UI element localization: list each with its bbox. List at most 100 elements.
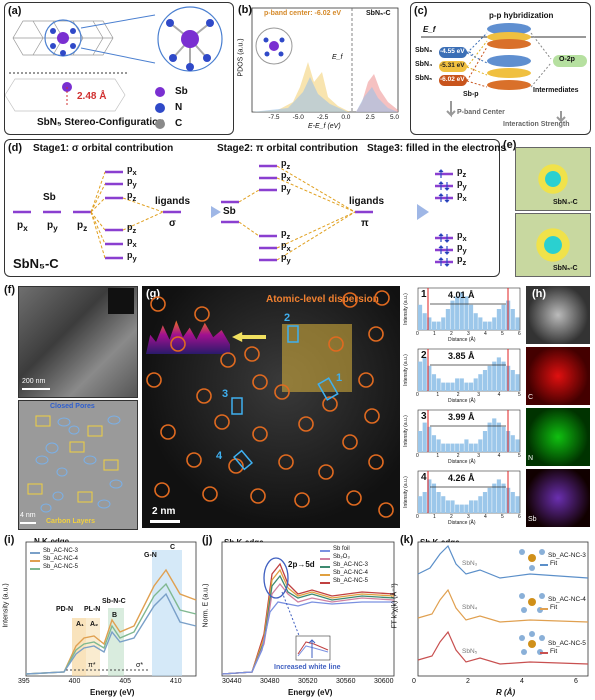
d-orbital-sub: z xyxy=(132,193,137,203)
d-orbital-p: p xyxy=(281,170,287,180)
atom-marker-circle xyxy=(146,372,162,388)
profile-xtick: 0 xyxy=(416,453,419,459)
profile-box xyxy=(317,377,339,401)
d-orbital-p: p xyxy=(281,252,287,262)
profile-bar xyxy=(450,443,455,452)
profile-xtick: 3 xyxy=(467,514,470,520)
sb-kedge-xtick: 30600 xyxy=(374,678,394,685)
eds-map-c-label: C xyxy=(528,394,534,401)
atom-marker-circle xyxy=(160,424,176,440)
eds-map-n-label: N xyxy=(528,455,534,462)
atom-marker-circle xyxy=(298,416,314,432)
profile-bar xyxy=(436,321,441,330)
profile-xtick: 6 xyxy=(518,514,521,520)
legend-n xyxy=(155,103,165,113)
ft-exafs-xtick: 0 xyxy=(412,678,416,685)
haadf-stem-image xyxy=(142,286,400,528)
mo-diagram xyxy=(13,164,453,267)
profile-bar xyxy=(464,296,469,330)
profile-xlabel: Distance (Å) xyxy=(448,337,476,343)
level-sbn4-value: -5.31 eV xyxy=(440,62,465,69)
profile-bar xyxy=(515,439,520,452)
sbn5-structure-illustration xyxy=(5,6,223,112)
atom-marker-circle xyxy=(318,464,334,480)
sbp-label: Sb-p xyxy=(463,91,479,98)
d-pz-p: p xyxy=(77,220,84,231)
sb-kedge-legend-swatch xyxy=(320,582,330,584)
eds-map-n xyxy=(526,408,590,466)
panel-h: (h) C N Sb xyxy=(526,284,591,530)
sb-kedge-legend-swatch xyxy=(320,550,330,552)
profile-bar xyxy=(464,382,469,391)
profile-bar xyxy=(445,309,450,330)
profile-bar xyxy=(482,321,488,330)
atom-marker-circle xyxy=(378,502,394,518)
atom-marker-circle xyxy=(278,454,294,470)
bond-length-label: 2.48 Å xyxy=(77,91,107,102)
atom-marker-circle xyxy=(220,352,236,368)
n-kedge-xtick: 410 xyxy=(170,678,182,685)
sigma-star-label: σ* xyxy=(136,662,144,669)
panel-i-label: (i) xyxy=(4,534,15,546)
d-orbital-label: pz xyxy=(127,190,136,203)
d-pz: pz xyxy=(77,220,87,233)
charge-density-sbn5 xyxy=(515,213,591,277)
scalebar-2nm xyxy=(150,520,180,523)
scalebar-200nm xyxy=(22,388,50,390)
profile-bar xyxy=(450,300,455,330)
level-sbn5-name: SbN₅ xyxy=(415,75,433,82)
d-ligands-sigma: ligands xyxy=(155,196,191,207)
profile-bar xyxy=(418,431,423,452)
atom-marker-circle xyxy=(368,454,384,470)
profile-bar xyxy=(431,483,437,513)
profile-bar xyxy=(482,370,488,391)
panel-f: (f) 200 nm Closed Pores Carbon Layers 4 … xyxy=(4,284,138,530)
band-diagram xyxy=(421,23,586,124)
pdos-ylabel: PDOS (a.u.) xyxy=(237,38,245,77)
d-orbital-sub: z xyxy=(286,231,291,241)
profile-distance: 4.01 Å xyxy=(448,290,475,300)
hrtem-markers xyxy=(27,415,123,513)
intensity-profiles: 1 4.01 Å 0 1 2 3 4 5 6 Distance (Å) Intensity (a.u… xyxy=(402,284,524,530)
atom-marker-circle xyxy=(368,326,384,342)
profile-bar xyxy=(455,378,460,391)
sb-kedge-legend-label: Sb_AC-NC-3 xyxy=(333,562,369,568)
profile-ylabel: Intensity (a.u.) xyxy=(402,293,409,325)
sb-kedge-xlabel: Energy (eV) xyxy=(288,688,333,697)
stereo-configuration-caption: SbN₅ Stereo-Configuration xyxy=(37,117,165,128)
level-sbn5-value: -6.02 eV xyxy=(440,76,465,83)
n-kedge-xlabel: Energy (eV) xyxy=(90,688,135,697)
panel-a: (a) 2.48 Å SbN₅ Stereo-Configuration xyxy=(4,2,234,135)
profile-bar xyxy=(515,317,520,330)
d-orbital-p: p xyxy=(281,158,287,168)
d-orbital-p: p xyxy=(127,190,133,200)
atom-marker-circle xyxy=(194,306,210,322)
pdn-label: PD-N xyxy=(56,606,74,613)
atom-marker-circle xyxy=(186,452,202,468)
profile-bar xyxy=(436,439,441,452)
pdos-xtick: -5.0 xyxy=(292,114,304,121)
panel-d-label: (d) xyxy=(8,142,23,154)
profile-bar xyxy=(510,492,515,513)
profile-ylabel: Intensity (a.u.) xyxy=(402,415,409,447)
eds-map-sb-label: Sb xyxy=(528,516,537,523)
panel-j-label: (j) xyxy=(202,534,213,546)
profile-xtick: 4 xyxy=(497,453,501,459)
atom-marker-circle xyxy=(150,296,166,312)
n-kedge-legend-swatch xyxy=(30,568,40,570)
panel-g: (g) Atomic-level dispersion 1 2 3 4 2 nm xyxy=(140,284,402,530)
d-orbital-p: p xyxy=(127,236,133,246)
atom-marker-circle xyxy=(170,336,186,352)
eds-map-sb xyxy=(526,469,590,527)
d-compound-name: SbN₅-C xyxy=(13,256,59,271)
pdos-xtick: 0.0 xyxy=(341,114,351,121)
panel-b: (b) p-band center: -6.02 eV SbN₅-C E_f P… xyxy=(238,2,406,135)
charge-density-sbn4 xyxy=(515,147,591,211)
sb-kedge-legend-swatch xyxy=(320,574,330,576)
atom-marker-circle xyxy=(274,384,290,400)
profile-bar xyxy=(450,382,455,391)
d-orbital-sub: x xyxy=(286,173,291,183)
o2p-badge xyxy=(553,55,587,67)
stage1-title: Stage1: σ orbital contribution xyxy=(33,143,173,154)
d-sb-label: Sb xyxy=(43,192,56,203)
